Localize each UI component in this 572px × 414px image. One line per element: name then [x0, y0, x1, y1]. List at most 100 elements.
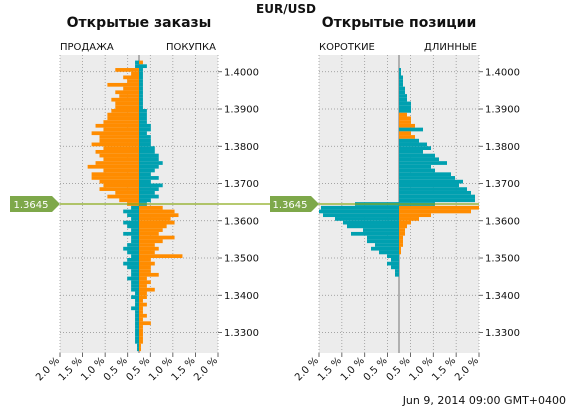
- bar-покупка: [139, 194, 159, 199]
- bar-покупка: [139, 235, 175, 240]
- price-tick-label: 1.3900: [224, 105, 259, 116]
- x-tick-label: 2.0 %: [192, 355, 220, 383]
- bar-покупка: [139, 127, 151, 132]
- bar-длинные: [399, 164, 431, 169]
- bar-короткие: [363, 228, 399, 232]
- bar-покупка: [139, 239, 163, 244]
- bar-продажа: [131, 287, 139, 292]
- bar-длинные: [399, 142, 427, 147]
- bar-продажа: [107, 82, 139, 87]
- bar-длинные: [399, 176, 455, 180]
- bar-продажа: [99, 153, 139, 158]
- bar-продажа: [131, 295, 139, 299]
- bar-продажа: [99, 187, 139, 191]
- bar-покупка: [139, 97, 143, 102]
- bar-покупка: [139, 86, 143, 91]
- bar-покупка: [139, 280, 151, 285]
- bar-длинные: [399, 94, 407, 98]
- bar-продажа: [103, 120, 139, 124]
- bar-покупка: [139, 217, 171, 221]
- bar-длинные: [399, 161, 447, 165]
- bar-продажа: [135, 310, 139, 314]
- x-tick-label: 1.0 %: [79, 355, 107, 383]
- bar-покупка: [139, 153, 159, 158]
- bar-продажа: [115, 101, 139, 106]
- x-tick-label: 2.0 %: [293, 355, 321, 383]
- bar-длинные: [399, 82, 403, 87]
- bar-короткие: [387, 254, 399, 259]
- bar-длинные: [399, 168, 435, 173]
- bar-продажа: [115, 190, 139, 195]
- price-tick-label: 1.4000: [224, 67, 259, 78]
- bar-короткие: [391, 258, 399, 262]
- bar-покупка: [139, 60, 143, 65]
- bar-длинные: [399, 68, 401, 72]
- price-tick-label: 1.3300: [224, 328, 259, 339]
- bar-покупка: [139, 254, 183, 259]
- price-badge-shape: [10, 196, 60, 212]
- bar-покупка: [139, 82, 143, 87]
- bar-покупка: [139, 135, 151, 139]
- price-tick-label: 1.3700: [485, 179, 520, 190]
- bar-длинные: [399, 79, 403, 83]
- bar-покупка: [139, 321, 151, 326]
- bar-покупка: [139, 71, 143, 76]
- bar-покупка: [139, 339, 143, 344]
- bar-продажа: [103, 146, 139, 150]
- bar-продажа: [87, 164, 139, 169]
- bar-продажа: [123, 246, 139, 251]
- bar-покупка: [139, 258, 151, 262]
- bar-продажа: [107, 116, 139, 121]
- bar-покупка: [139, 269, 151, 273]
- bar-продажа: [131, 284, 139, 288]
- bar-покупка: [139, 265, 151, 270]
- bar-продажа: [131, 306, 139, 311]
- bar-покупка: [139, 209, 175, 214]
- bar-покупка: [139, 138, 151, 143]
- bar-длинные: [399, 86, 405, 91]
- x-tick-label: 2.0 %: [34, 355, 62, 383]
- bar-продажа: [119, 94, 139, 98]
- bar-короткие: [343, 220, 399, 225]
- bar-продажа: [119, 198, 139, 203]
- bar-короткие: [351, 231, 399, 236]
- bar-продажа: [99, 135, 139, 139]
- bar-продажа: [123, 220, 139, 225]
- bar-продажа: [91, 131, 139, 136]
- price-tick-label: 1.3600: [485, 216, 520, 227]
- bar-продажа: [135, 302, 139, 307]
- bar-короткие: [387, 261, 399, 266]
- bar-покупка: [139, 250, 155, 255]
- bar-длинные: [399, 198, 475, 203]
- price-tick-label: 1.3700: [224, 179, 259, 190]
- bar-продажа: [95, 123, 139, 128]
- x-tick-label: 1.0 %: [339, 355, 367, 383]
- bar-продажа: [115, 105, 139, 110]
- bar-покупка: [139, 328, 143, 333]
- price-tick-label: 1.3300: [485, 328, 520, 339]
- x-tick-label: 1.0 %: [147, 355, 175, 383]
- bar-длинные: [399, 220, 411, 225]
- buy-label: ПОКУПКА: [166, 42, 216, 53]
- x-tick-label: 0.5 %: [385, 355, 413, 383]
- bar-продажа: [135, 291, 139, 296]
- bar-длинные: [399, 235, 403, 240]
- bar-продажа: [103, 168, 139, 173]
- price-tick-label: 1.3500: [485, 254, 520, 265]
- bar-продажа: [103, 127, 139, 132]
- bar-продажа: [91, 176, 139, 180]
- price-axis: 1.4000 1.3900 1.3800 1.3700 1.3600 1.3500 1.34…: [218, 67, 259, 339]
- bar-продажа: [135, 321, 139, 326]
- bar-длинные: [399, 75, 403, 80]
- bar-продажа: [131, 239, 139, 244]
- bar-длинные: [399, 127, 423, 132]
- bars: [87, 60, 183, 352]
- bar-длинные: [399, 250, 401, 255]
- bar-короткие: [319, 209, 399, 214]
- panel-title: Открытые позиции: [322, 15, 477, 31]
- bar-покупка: [139, 295, 147, 299]
- bar-длинные: [399, 135, 415, 139]
- current-price-label: 1.3645: [273, 200, 308, 211]
- bar-покупка: [139, 205, 163, 210]
